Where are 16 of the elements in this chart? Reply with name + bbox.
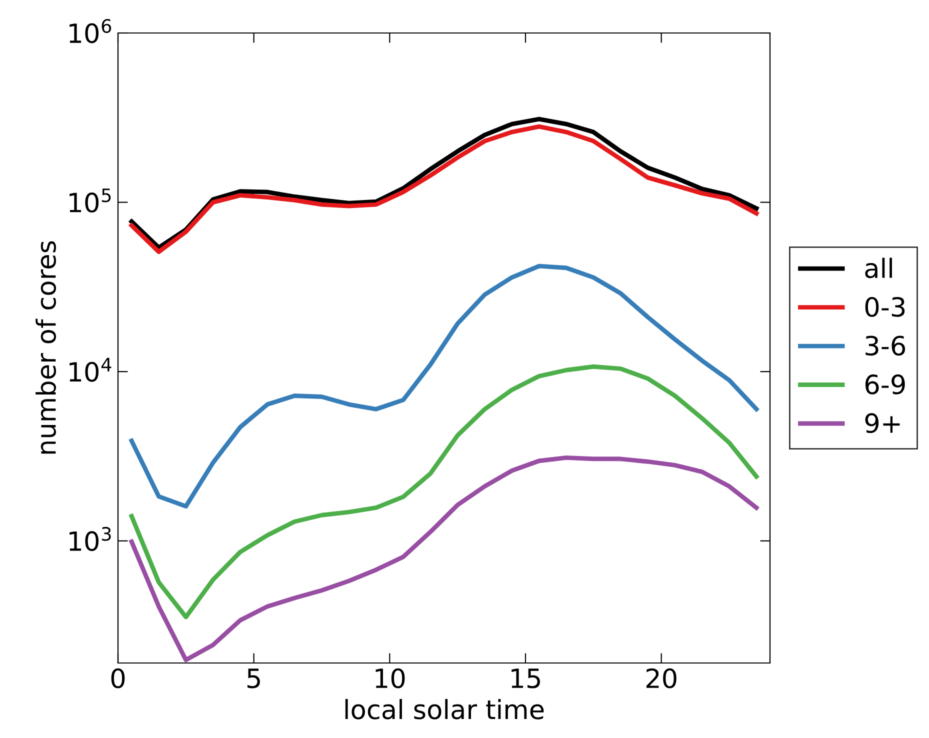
x-tick-label: 15 [512, 668, 540, 688]
x-tick-label: 20 [646, 668, 676, 688]
legend-label: 9+ [865, 413, 900, 434]
x-tick-label: 5 [247, 668, 260, 688]
y-tick-label: 10$^{3}$ [70, 526, 111, 552]
x-tick-label: 0 [111, 668, 125, 688]
legend-label: 0-3 [865, 296, 905, 317]
legend-label: 3-6 [866, 336, 906, 356]
x-axis-title: local solar time [345, 698, 544, 720]
x-tick-label: 10 [376, 668, 405, 688]
y-axis-title: number of cores [36, 241, 56, 454]
y-tick-label: 10$^{4}$ [70, 358, 112, 382]
y-tick-label: 10$^{6}$ [70, 19, 112, 44]
legend-label: all [865, 258, 892, 278]
y-tick-label: 10$^{5}$ [70, 188, 111, 213]
legend-label: 6-9 [865, 374, 905, 394]
